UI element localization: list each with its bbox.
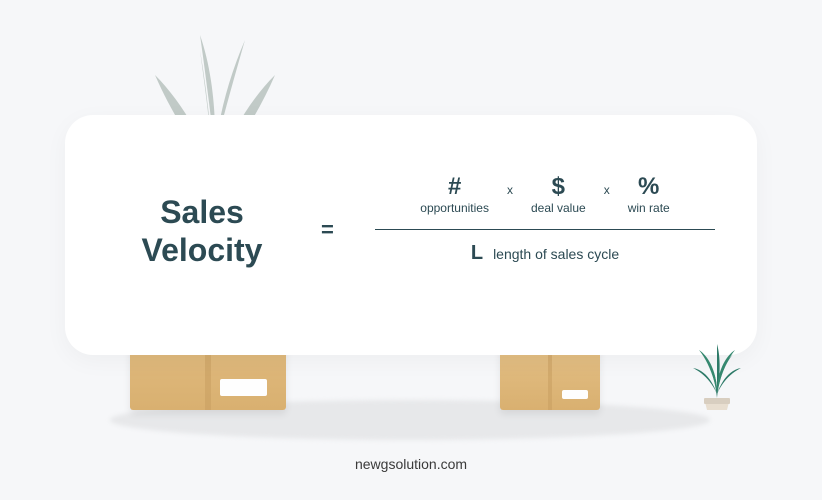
equals-sign: = (321, 217, 334, 243)
term-win-rate: % win rate (628, 175, 670, 215)
title-line2: Velocity (142, 232, 263, 268)
percent-icon: % (638, 175, 659, 199)
plant-decor (687, 330, 747, 410)
formula-title: Sales Velocity (127, 193, 277, 270)
term-opportunities: # opportunities (420, 175, 489, 215)
formula-numerator: # opportunities x $ deal value x % win r… (375, 175, 715, 223)
label-deal-value: deal value (531, 201, 586, 215)
multiply-sign-2: x (604, 183, 610, 207)
dollar-icon: $ (552, 175, 565, 199)
formula-card: Sales Velocity = # opportunities x $ dea… (65, 115, 757, 355)
label-length-cycle: length of sales cycle (493, 246, 619, 262)
formula-fraction: # opportunities x $ deal value x % win r… (375, 175, 715, 265)
length-icon: L (471, 242, 483, 265)
label-win-rate: win rate (628, 201, 670, 215)
hash-icon: # (448, 175, 461, 199)
label-opportunities: opportunities (420, 201, 489, 215)
formula-denominator: L length of sales cycle (375, 242, 715, 265)
fraction-line (375, 229, 715, 230)
infographic-canvas: ☂⇧🍷 ☂⇧ Sales Velocity = # opportunities … (0, 0, 822, 500)
footer-attribution: newgsolution.com (0, 456, 822, 472)
multiply-sign-1: x (507, 183, 513, 207)
term-deal-value: $ deal value (531, 175, 586, 215)
title-line1: Sales (160, 194, 244, 230)
